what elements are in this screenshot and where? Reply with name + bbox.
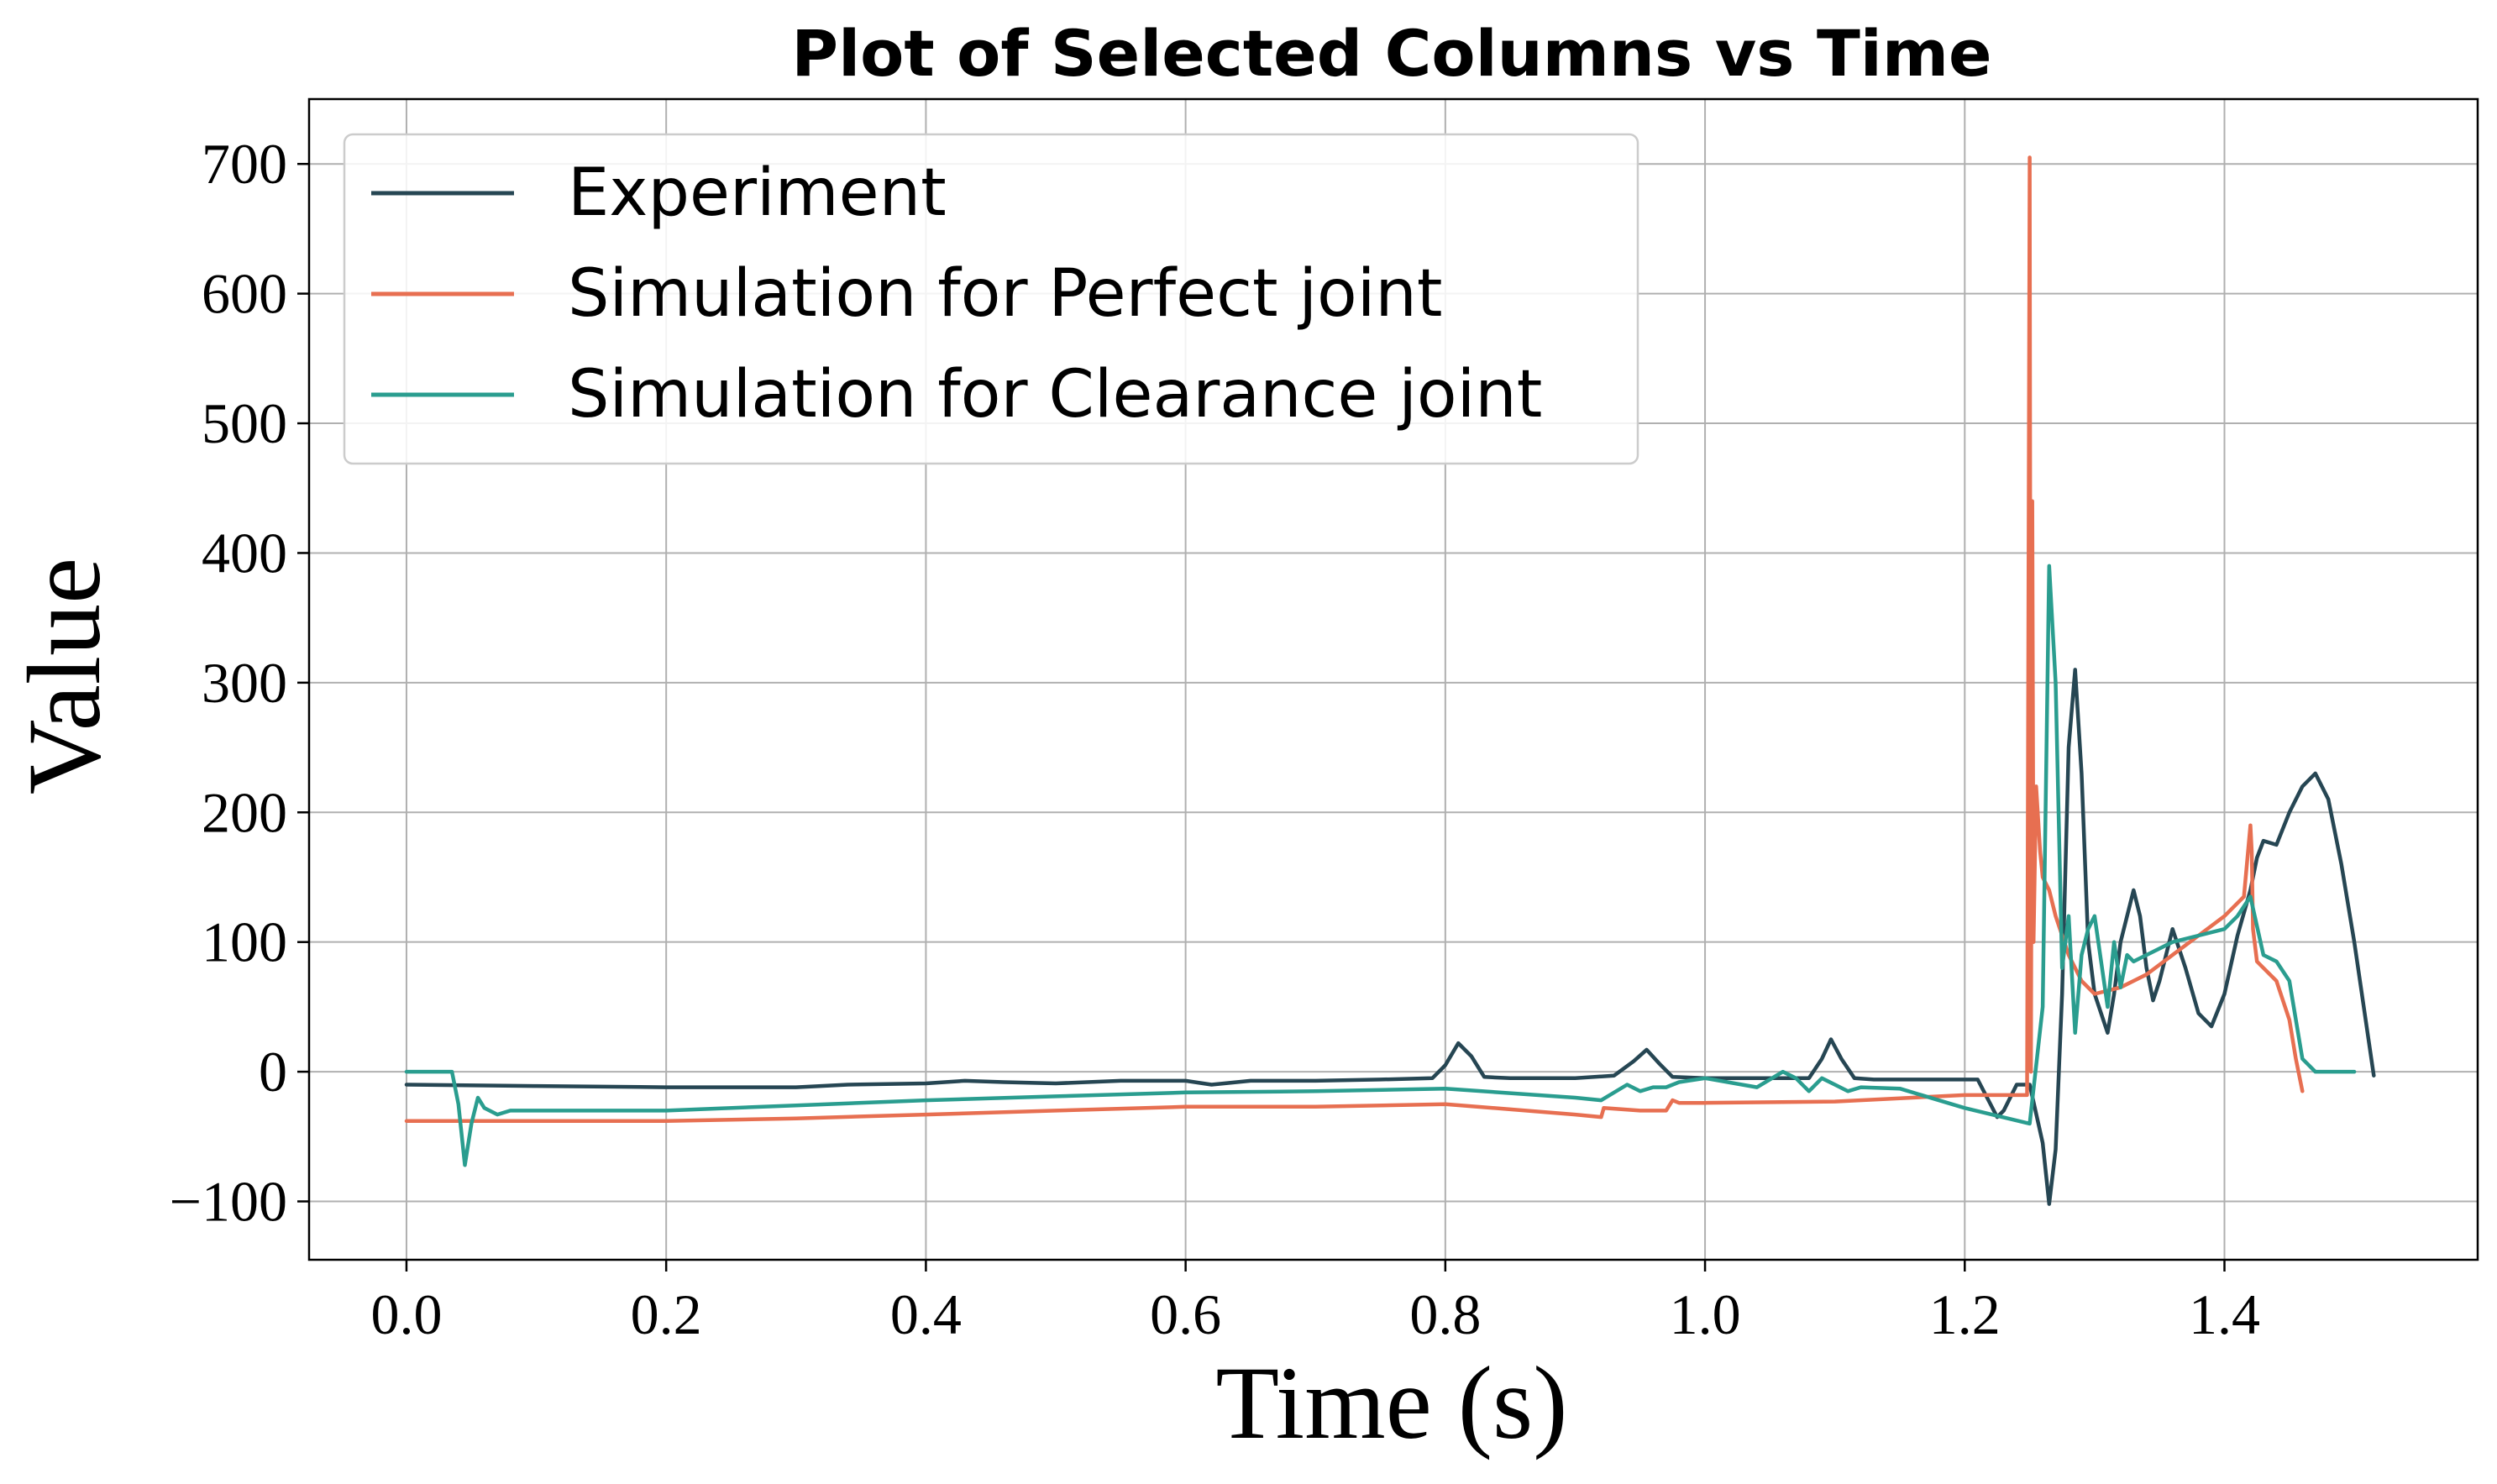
- series-line-simulation-for-clearance-joint: [404, 564, 2357, 1167]
- y-tick-label: 300: [202, 651, 287, 715]
- x-tick-label: 0.4: [890, 1282, 962, 1346]
- y-tick-label: 600: [202, 262, 287, 326]
- y-axis-label: Value: [7, 558, 122, 794]
- x-tick-label: 1.4: [2189, 1282, 2260, 1346]
- y-tick-label: 100: [202, 910, 287, 974]
- legend-box: [343, 133, 1639, 465]
- legend-label-clearance-joint: Simulation for Clearance joint: [568, 357, 1542, 433]
- legend-label-experiment: Experiment: [568, 155, 947, 231]
- chart-title: Plot of Selected Columns vs Time: [791, 16, 1991, 91]
- y-tick-label: −100: [170, 1170, 287, 1234]
- x-tick-label: 1.2: [1929, 1282, 2001, 1346]
- x-tick-label: 0.0: [370, 1282, 442, 1346]
- y-tick-label: 400: [202, 521, 287, 585]
- series-line-simulation-for-perfect-joint: [404, 155, 2305, 1124]
- x-tick-label: 0.2: [631, 1282, 702, 1346]
- plot-frame: [307, 97, 2479, 1261]
- y-tick-label: 700: [202, 132, 287, 196]
- series-line-experiment: [404, 668, 2376, 1206]
- y-tick-label: 500: [202, 391, 287, 455]
- legend-label-perfect-joint: Simulation for Perfect joint: [568, 256, 1442, 332]
- y-tick-label: 0: [259, 1040, 287, 1104]
- x-axis-label: Time (s): [1215, 1345, 1567, 1460]
- y-tick-label: 200: [202, 780, 287, 844]
- legend: Experiment Simulation for Perfect joint …: [343, 133, 1639, 465]
- tick-layer: 0.0 0.2 0.4 0.6 0.8 1.0 1.2 1.4 −100 0 100 200 300 40…: [170, 132, 2260, 1346]
- x-tick-label: 0.8: [1409, 1282, 1481, 1346]
- series-layer: [404, 155, 2376, 1206]
- x-tick-label: 0.6: [1150, 1282, 1221, 1346]
- x-tick-label: 1.0: [1670, 1282, 1741, 1346]
